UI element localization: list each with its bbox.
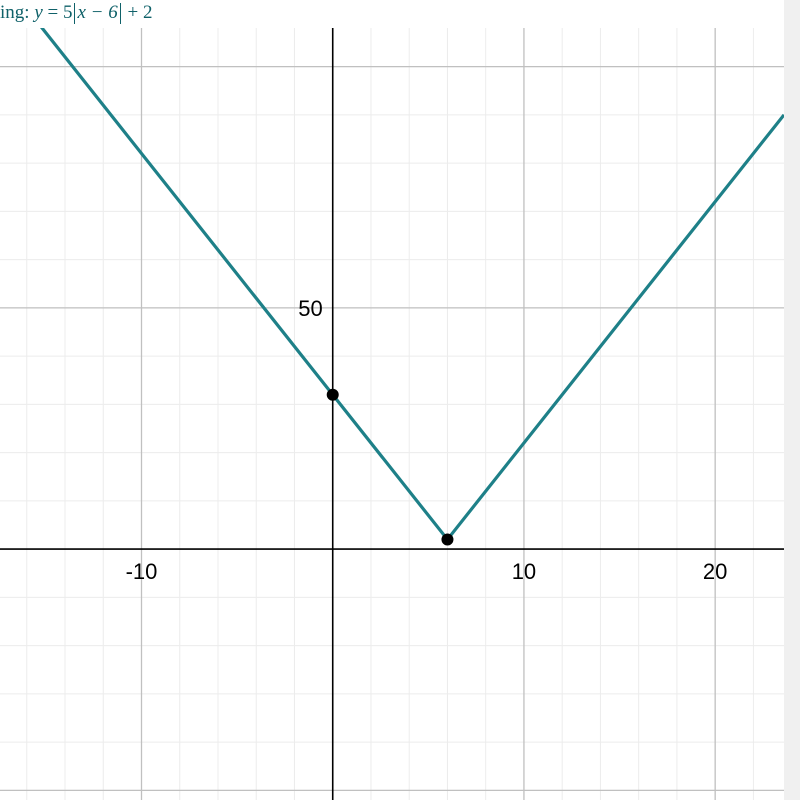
equation-const: 2 xyxy=(143,2,153,23)
svg-text:-10: -10 xyxy=(126,559,158,584)
major-gridlines xyxy=(0,28,784,800)
equation-eq: = xyxy=(48,2,59,23)
equation-coef: 5 xyxy=(63,2,73,23)
equation-label: ing: y = 5x − 6 + 2 xyxy=(0,2,152,24)
equation-y: y xyxy=(34,2,42,23)
function-curve xyxy=(0,28,784,539)
equation-plus: + xyxy=(127,2,138,23)
axis-tick-labels: -10 10 20 50 xyxy=(126,296,728,584)
equation-abs: x − 6 xyxy=(77,2,117,23)
vertical-scrollbar[interactable] xyxy=(784,0,800,800)
svg-text:20: 20 xyxy=(703,559,727,584)
svg-text:50: 50 xyxy=(298,296,322,321)
equation-prefix: ing: xyxy=(0,2,30,23)
axes xyxy=(0,28,784,800)
svg-text:10: 10 xyxy=(512,559,536,584)
graph-canvas[interactable]: -10 10 20 50 xyxy=(0,28,784,800)
minor-gridlines xyxy=(0,28,784,800)
